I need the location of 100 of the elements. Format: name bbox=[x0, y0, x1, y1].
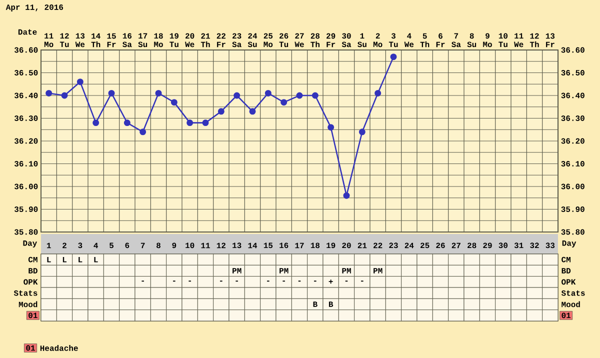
y2-tick-label: OPK bbox=[562, 279, 576, 285]
chart-title: Apr 11, 2016 bbox=[6, 4, 64, 12]
point bbox=[170, 99, 178, 106]
x-tick-label: 29 Fr bbox=[326, 33, 336, 48]
text: - bbox=[298, 280, 301, 282]
x-tick-label: 11 We bbox=[514, 33, 524, 48]
x-tick-label: 32 bbox=[530, 242, 539, 248]
x-tick-label: 13 Fr bbox=[546, 33, 555, 48]
y-tick-label: 01 bbox=[28, 312, 38, 318]
y-tick-label: 36.00 bbox=[14, 184, 38, 190]
x-tick-label: 16 Sa bbox=[122, 33, 132, 48]
x-tick-label: 23 bbox=[389, 242, 398, 248]
point bbox=[76, 78, 84, 86]
y-tick-label: 36.60 bbox=[14, 47, 38, 53]
point bbox=[264, 90, 272, 96]
point bbox=[343, 192, 350, 199]
text: - bbox=[236, 280, 238, 282]
x-tick-label: 28 Th bbox=[310, 33, 320, 48]
point bbox=[61, 92, 68, 99]
x-tick-label: 15 Fr bbox=[107, 33, 116, 48]
x-tick-label: 18 bbox=[310, 242, 320, 248]
y-tick-label: CM bbox=[28, 256, 38, 262]
x-tick-label: 13 bbox=[232, 242, 242, 248]
x-tick-label: 8 bbox=[156, 242, 160, 248]
x-tick-label: 10 bbox=[186, 242, 194, 248]
x-tick-label: 22 bbox=[374, 242, 382, 248]
x-tick-label: 4 We bbox=[404, 33, 414, 48]
x-tick-label: 17 bbox=[295, 242, 304, 248]
x-tick-label: 19 bbox=[326, 242, 336, 248]
x-axis-title: Day bbox=[23, 240, 37, 248]
y2-tick-label: 36.60 bbox=[561, 47, 584, 53]
point bbox=[124, 120, 130, 126]
x-tick-label: 14 Th bbox=[91, 33, 100, 48]
point bbox=[358, 128, 366, 136]
x-tick-label: 15 bbox=[264, 242, 273, 248]
text: - bbox=[314, 280, 316, 282]
y2-tick-label: 36.40 bbox=[561, 92, 584, 98]
text: Day bbox=[562, 240, 576, 248]
y2-tick-label: 35.80 bbox=[561, 229, 584, 235]
x-tick-label: 12 Tu bbox=[60, 33, 69, 48]
x-tick-label: 3 bbox=[78, 242, 82, 248]
x-tick-label: 27 bbox=[452, 242, 460, 248]
text: L bbox=[78, 256, 82, 262]
y-tick-label: 35.90 bbox=[14, 206, 38, 212]
x-tick-label: 23 Sa bbox=[232, 33, 242, 48]
x-tick-label: 25 Mo bbox=[264, 33, 273, 48]
x-tick-label: 6 bbox=[125, 242, 130, 248]
x-tick-label: 30 bbox=[498, 242, 508, 248]
x-tick-label: 21 Th bbox=[200, 33, 210, 48]
x-tick-label: 14 bbox=[248, 242, 258, 248]
x-tick-label: 2 Mo bbox=[373, 33, 382, 48]
x-tick-label: 21 bbox=[358, 242, 367, 248]
y2-tick-label: 01 bbox=[562, 312, 571, 318]
x-tick-label: 10 Tu bbox=[498, 33, 508, 48]
y2-tick-label: 35.90 bbox=[561, 206, 584, 212]
x-tick-label: 24 bbox=[404, 242, 414, 248]
point bbox=[234, 92, 240, 99]
point bbox=[374, 90, 382, 96]
y-tick-label: 36.30 bbox=[14, 116, 38, 121]
x-tick-label: 31 bbox=[514, 242, 524, 248]
x-tick-label: 9 bbox=[172, 242, 176, 248]
x-tick-label: 11 Mo bbox=[44, 33, 54, 48]
x-tick-label: 6 Fr bbox=[436, 33, 445, 48]
x-tick-label: 18 Mo bbox=[154, 33, 163, 48]
x-tick-label: 30 Sa bbox=[342, 33, 352, 48]
text: PM bbox=[374, 268, 382, 274]
x-tick-label: 27 We bbox=[294, 33, 304, 48]
y2-tick-label: CM bbox=[562, 256, 570, 262]
y-tick-label: Stats bbox=[14, 290, 38, 296]
text: - bbox=[267, 280, 270, 282]
point bbox=[140, 128, 146, 136]
point bbox=[296, 92, 303, 99]
y-tick-label: 36.50 bbox=[14, 70, 38, 76]
x-tick-label: 1 bbox=[46, 242, 51, 248]
text: - bbox=[361, 280, 364, 282]
point bbox=[390, 54, 397, 60]
point bbox=[280, 99, 288, 106]
text: L bbox=[94, 256, 98, 262]
text: Headache bbox=[40, 345, 78, 351]
x-tick-label: 12 Th bbox=[530, 33, 539, 48]
text: B bbox=[313, 302, 318, 307]
x-tick-label: 7 bbox=[140, 242, 145, 248]
text: - bbox=[282, 280, 285, 282]
x-tick-label: 2 bbox=[62, 242, 66, 248]
text: L bbox=[47, 256, 51, 262]
point bbox=[312, 92, 318, 99]
text: - bbox=[188, 280, 191, 282]
text: - bbox=[173, 280, 176, 282]
x-tick-label: 8 Su bbox=[467, 33, 476, 48]
point bbox=[46, 90, 52, 96]
x-tick-label: 22 Fr bbox=[216, 33, 226, 48]
x-tick-label: 4 bbox=[94, 242, 98, 248]
y-tick-label: 36.40 bbox=[14, 92, 38, 98]
x-tick-label: 3 Tu bbox=[388, 33, 398, 48]
text: PM bbox=[342, 268, 351, 274]
y-tick-label: OPK bbox=[24, 279, 38, 285]
text: L bbox=[62, 256, 66, 262]
x-tick-label: 29 bbox=[483, 242, 492, 248]
y-tick-label: 35.80 bbox=[14, 229, 38, 235]
x-tick-label: 1 Su bbox=[358, 33, 366, 48]
